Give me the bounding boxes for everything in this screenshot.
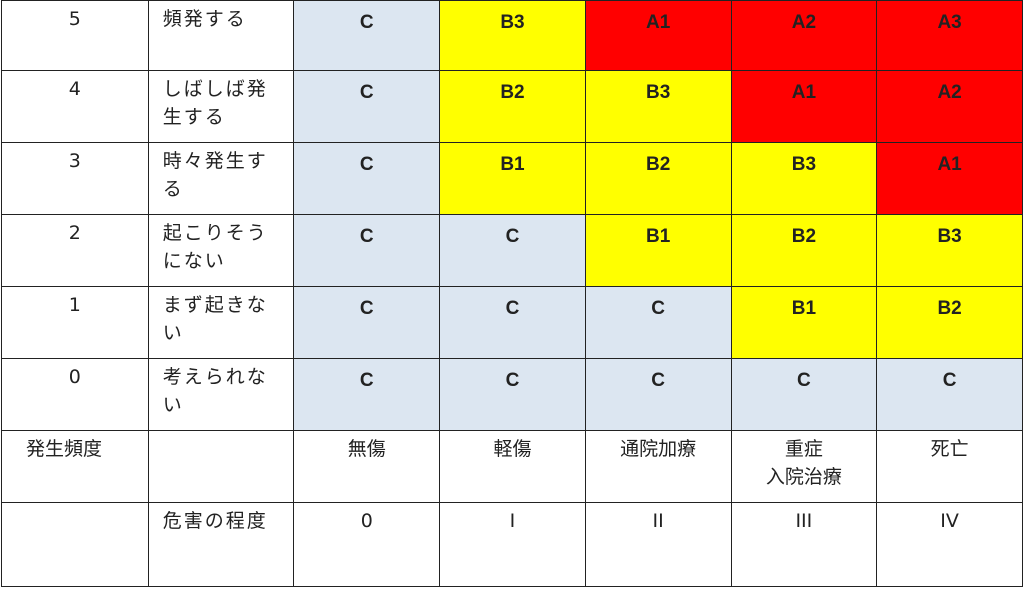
risk-cell: B3 [439,0,586,71]
matrix-row-3: 3 時々発生する C B1 B2 B3 A1 [1,142,1023,215]
harm-category: 通院加療 [584,430,732,503]
risk-cell: B1 [439,142,586,215]
risk-cell: C [293,142,441,215]
frequency-level: 2 [1,214,149,287]
frequency-level: 3 [1,142,149,215]
harm-level: 0 [293,502,441,587]
risk-cell: C [293,286,441,359]
harm-level: III [730,502,878,587]
harm-level: IV [876,502,1023,587]
risk-cell: B3 [584,70,732,143]
risk-cell: C [293,0,441,71]
risk-cell: A3 [876,0,1023,71]
frequency-level: 5 [1,0,149,71]
risk-cell: C [730,358,878,431]
frequency-axis-title: 発生頻度 [1,430,149,503]
harm-level-row: 危害の程度 0 I II III IV [1,502,1023,587]
risk-cell: A1 [584,0,732,71]
harm-axis-title: 危害の程度 [147,502,295,587]
harm-category: 軽傷 [439,430,586,503]
risk-cell: C [439,358,586,431]
harm-category: 無傷 [293,430,441,503]
frequency-level: 4 [1,70,149,143]
risk-cell: C [293,70,441,143]
harm-category-row: 発生頻度 無傷 軽傷 通院加療 重症 入院治療 死亡 [1,430,1023,503]
matrix-row-4: 4 しばしば発生する C B2 B3 A1 A2 [1,70,1023,143]
risk-cell: C [293,214,441,287]
risk-cell: C [584,286,732,359]
harm-level: II [584,502,732,587]
frequency-level: 0 [1,358,149,431]
frequency-label: まず起きない [147,286,295,359]
risk-cell: C [439,286,586,359]
frequency-label: 起こりそうにない [147,214,295,287]
risk-cell: A2 [876,70,1023,143]
risk-cell: B2 [730,214,878,287]
frequency-label: 考えられない [147,358,295,431]
harm-category: 重症 入院治療 [730,430,878,503]
frequency-level: 1 [1,286,149,359]
empty-cell [1,502,149,587]
risk-cell: B2 [439,70,586,143]
risk-cell: B1 [730,286,878,359]
frequency-label: 時々発生する [147,142,295,215]
risk-cell: C [293,358,441,431]
risk-cell: C [439,214,586,287]
risk-cell: C [584,358,732,431]
harm-category: 死亡 [876,430,1023,503]
matrix-row-2: 2 起こりそうにない C C B1 B2 B3 [1,214,1023,287]
matrix-row-5: 5 頻発する C B3 A1 A2 A3 [1,0,1023,71]
empty-cell [147,430,295,503]
risk-cell: B2 [876,286,1023,359]
matrix-row-0: 0 考えられない C C C C C [1,358,1023,431]
harm-level: I [439,502,586,587]
risk-cell: A1 [730,70,878,143]
risk-cell: B1 [584,214,732,287]
harm-category-text: 重症 入院治療 [765,438,842,488]
risk-cell: C [876,358,1023,431]
matrix-row-1: 1 まず起きない C C C B1 B2 [1,286,1023,359]
frequency-label: 頻発する [147,0,295,71]
risk-cell: B2 [584,142,732,215]
frequency-label: しばしば発生する [147,70,295,143]
risk-cell: B3 [876,214,1023,287]
risk-cell: A1 [876,142,1023,215]
risk-cell: B3 [730,142,878,215]
risk-cell: A2 [730,0,878,71]
